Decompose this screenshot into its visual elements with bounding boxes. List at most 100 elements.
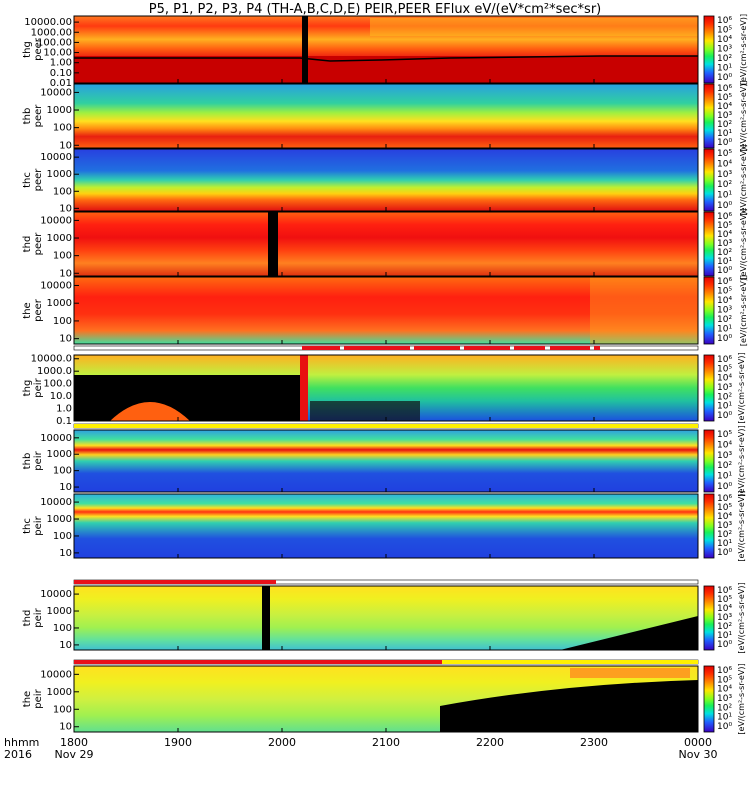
y-tick-label: 10000.0 bbox=[31, 354, 72, 365]
colorbar-1-unit-label: [eV/(cm²-s-sr-eV)] bbox=[739, 14, 748, 85]
colorbar-5 bbox=[703, 276, 715, 345]
x-tick-sublabel-7: Nov 30 bbox=[679, 748, 718, 761]
panel-7-ylabel-product: peir bbox=[33, 450, 44, 470]
colorbar-6-tick-label: 10⁵ bbox=[717, 364, 732, 374]
spectrogram-panel-8 bbox=[74, 494, 698, 558]
colorbar-8-unit-label: [eV/(cm²-s-sr-eV)] bbox=[737, 490, 746, 561]
colorbar-10-tick-label: 10³ bbox=[717, 694, 732, 704]
panel-8-ylabel-product: peir bbox=[33, 515, 44, 535]
y-tick-label: 100 bbox=[53, 251, 72, 262]
y-tick-label: 10 bbox=[59, 140, 72, 151]
y-tick-label: 10000 bbox=[40, 215, 72, 226]
colorbar-2-tick-label: 10⁶ bbox=[717, 84, 732, 94]
y-tick-label: 0.10 bbox=[50, 68, 72, 79]
colorbar-3-tick-label: 10¹ bbox=[717, 191, 732, 201]
colorbar-10-tick-label: 10⁰ bbox=[717, 722, 732, 732]
colorbar-7-tick-label: 10⁰ bbox=[717, 482, 732, 492]
colorbar-3-unit-label: [eV/(cm²-s-sr-eV)] bbox=[739, 144, 748, 215]
spectrogram-panel-4 bbox=[74, 212, 698, 276]
x-tick-label-1: 1800 bbox=[60, 736, 88, 749]
colorbar-6-tick-label: 10² bbox=[717, 392, 732, 402]
colorbar-10-tick-label: 10⁶ bbox=[717, 666, 732, 676]
panel-4-data-gap bbox=[268, 212, 278, 276]
panel-6-arc bbox=[110, 402, 190, 421]
y-tick-label: 1000 bbox=[47, 514, 72, 525]
colorbar-5-tick-label: 10⁴ bbox=[717, 296, 732, 306]
colorbar-4-tick-label: 10⁰ bbox=[717, 266, 732, 276]
y-tick-label: 1000 bbox=[47, 169, 72, 180]
y-tick-label: 10.00 bbox=[43, 48, 72, 59]
colorbar-6-tick-label: 10⁰ bbox=[717, 411, 732, 421]
colorbar-7 bbox=[703, 429, 715, 493]
figure-title: P5, P1, P2, P3, P4 (TH-A,B,C,D,E) PEIR,P… bbox=[148, 2, 602, 17]
y-tick-label: 1000 bbox=[47, 449, 72, 460]
colorbar-1-tick-label: 10⁵ bbox=[717, 26, 732, 36]
panel-6-ylabel-probe: thg bbox=[22, 380, 33, 397]
colorbar-5-tick-label: 10⁰ bbox=[717, 334, 732, 344]
y-tick-label: 1000.0 bbox=[37, 366, 72, 377]
colorbar-7-tick-label: 10³ bbox=[717, 451, 732, 461]
colorbar-2-tick-label: 10⁵ bbox=[717, 93, 732, 103]
x-row-label-year: 2016 bbox=[4, 748, 32, 761]
colorbar-5-tick-label: 10² bbox=[717, 315, 732, 325]
colorbar-6-unit-label: [eV/(cm²-s-sr-eV)] bbox=[737, 352, 746, 423]
colorbar-2-tick-label: 10¹ bbox=[717, 129, 732, 139]
y-tick-label: 10000 bbox=[40, 669, 72, 680]
colorbar-3-tick-label: 10⁵ bbox=[717, 149, 732, 159]
y-tick-label: 100 bbox=[53, 186, 72, 197]
panel-10-ylabel-probe: the bbox=[22, 691, 33, 707]
colorbar-10-tick-label: 10² bbox=[717, 703, 732, 713]
panel-5-late-region bbox=[590, 277, 698, 344]
colorbar-6-tick-label: 10⁴ bbox=[717, 374, 732, 384]
x-tick-label-4: 2100 bbox=[372, 736, 400, 749]
colorbar-6-tick-label: 10³ bbox=[717, 383, 732, 393]
y-tick-label: 1000 bbox=[47, 233, 72, 244]
colorbar-1-tick-label: 10⁶ bbox=[717, 16, 732, 26]
colorbar-2-tick-label: 10² bbox=[717, 120, 732, 130]
colorbar-3-tick-label: 10⁰ bbox=[717, 201, 732, 211]
y-tick-label: 10000 bbox=[40, 497, 72, 508]
y-tick-label: 10 bbox=[59, 268, 72, 279]
y-tick-label: 0.01 bbox=[50, 78, 72, 89]
colorbar-7-unit-label: [eV/(cm²-s-sr-eV)] bbox=[737, 425, 746, 496]
colorbar-3-tick-label: 10⁴ bbox=[717, 159, 732, 169]
colorbar-1-tick-label: 10⁴ bbox=[717, 35, 732, 45]
colorbar-5-tick-label: 10⁶ bbox=[717, 277, 732, 287]
y-tick-label: 1000 bbox=[47, 105, 72, 116]
flag-bar-1-segment-5 bbox=[514, 346, 545, 350]
panel-9-ylabel-probe: thd bbox=[22, 610, 33, 627]
y-tick-label: 100 bbox=[53, 623, 72, 634]
spectrogram-panel-9 bbox=[74, 586, 698, 650]
colorbar-2-tick-label: 10³ bbox=[717, 111, 732, 121]
colorbar-8-tick-label: 10² bbox=[717, 530, 732, 540]
y-tick-label: 10000 bbox=[40, 433, 72, 444]
spectrogram-panel-7 bbox=[74, 430, 698, 492]
colorbar-5-tick-label: 10⁵ bbox=[717, 287, 732, 297]
colorbar-2-unit-label: [eV/(cm²-s-sr-eV)] bbox=[739, 80, 748, 151]
colorbar-1 bbox=[703, 15, 715, 84]
panel-3-ylabel-product: peer bbox=[33, 168, 44, 192]
panel-10-dark-wedge bbox=[440, 680, 698, 732]
y-tick-label: 10 bbox=[59, 548, 72, 559]
colorbar-9 bbox=[703, 585, 715, 651]
flag-bar-4-segment-2 bbox=[442, 660, 698, 664]
flag-bar-1-segment-1 bbox=[302, 346, 340, 350]
colorbar-6 bbox=[703, 354, 715, 422]
panel-6-noise-region bbox=[310, 401, 420, 421]
panel-5-ylabel-product: peer bbox=[33, 298, 44, 322]
colorbar-9-tick-label: 10⁴ bbox=[717, 604, 732, 614]
colorbar-8-tick-label: 10⁴ bbox=[717, 512, 732, 522]
colorbar-4-unit-label: [eV/(cm²-s-sr-eV)] bbox=[739, 208, 748, 279]
panel-1-ylabel-product: peer bbox=[33, 37, 44, 61]
colorbar-2-tick-label: 10⁰ bbox=[717, 138, 732, 148]
x-row-label-hhmm: hhmm bbox=[4, 736, 39, 749]
colorbar-4-tick-label: 10³ bbox=[717, 239, 732, 249]
panel-9-ylabel-product: peir bbox=[33, 607, 44, 627]
colorbar-9-tick-label: 10³ bbox=[717, 613, 732, 623]
colorbar-9-tick-label: 10² bbox=[717, 622, 732, 632]
y-tick-label: 10000 bbox=[40, 87, 72, 98]
colorbar-10-unit-label: [eV/(cm²-s-sr-eV)] bbox=[737, 663, 746, 734]
colorbar-4 bbox=[703, 211, 715, 277]
